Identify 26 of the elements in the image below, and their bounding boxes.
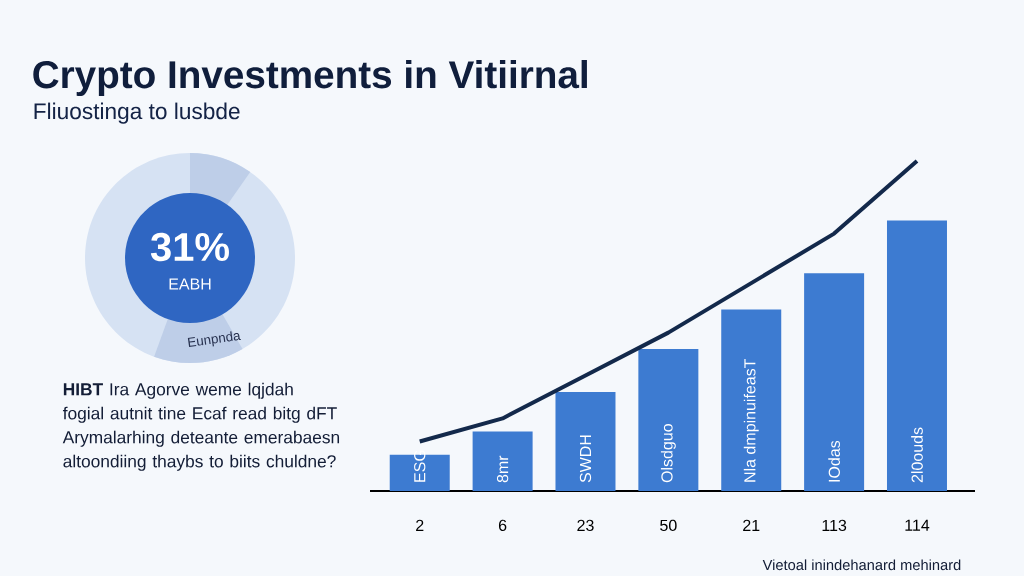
x-tick-label: 113 [822,519,847,532]
bar [555,392,616,491]
x-tick-label: 2 [416,519,424,531]
chart-title: Crypto Investments in Vitiirnal [33,59,587,97]
annotation: 2l0ouds [911,427,923,483]
annotation: SWDH [579,435,592,483]
text: 31% [150,232,229,262]
text: Vietoal inindehanard mehinard [762,559,961,571]
bar [804,273,865,491]
bar [886,220,947,491]
text: Fliuostinga to lusbde [34,102,240,124]
annotation: IOdas [828,440,840,482]
x-tick-label: 50 [660,519,677,532]
x-tick-label: 114 [905,519,930,531]
text: Eunpnda [187,331,241,347]
bar [472,431,533,491]
text: HIBT Ira Agorve weme lqjdah fogial autnit tine Ecaf read bitg dFT Arymalarhing deteante emerabaesn altoondiing thaybs to biits chuldne? [62,382,340,471]
bar [721,309,782,491]
text: EABH [169,278,211,290]
x-tick-label: 21 [743,519,760,531]
x-tick-label: 23 [577,519,594,532]
annotation: 8mr [496,455,509,483]
annotation: Olsdguo [660,424,676,483]
annotation: Nla dmpinuifeasT [743,358,759,482]
x-tick-label: 6 [498,519,507,532]
bar [638,349,699,491]
